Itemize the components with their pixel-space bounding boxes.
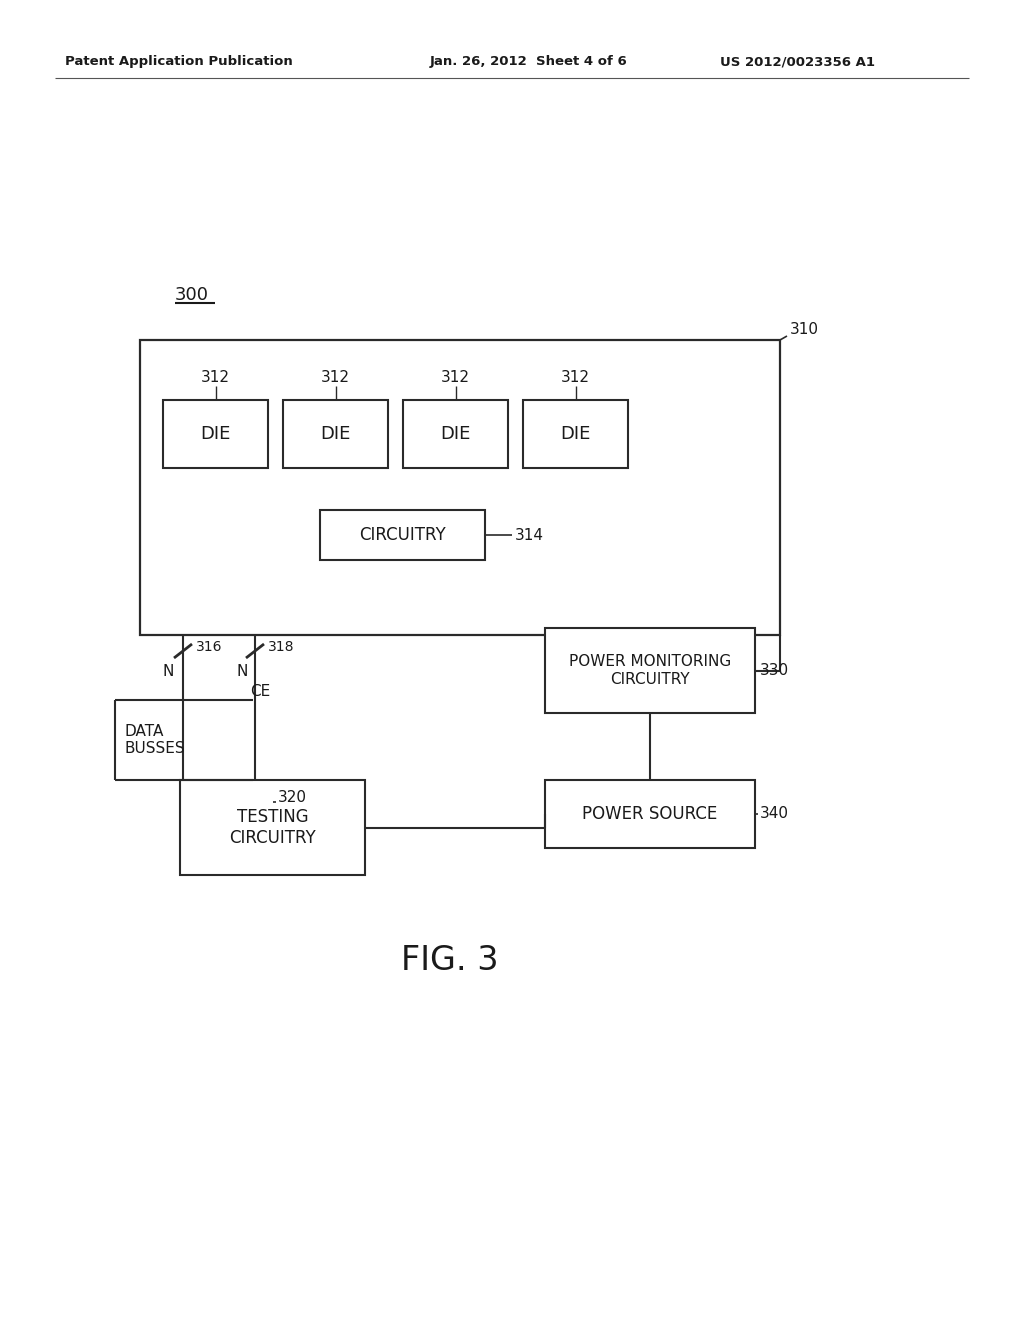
Text: US 2012/0023356 A1: US 2012/0023356 A1 — [720, 55, 874, 69]
Bar — [283, 400, 388, 469]
Text: DIE: DIE — [440, 425, 471, 444]
Text: 316: 316 — [196, 640, 222, 653]
Text: Patent Application Publication: Patent Application Publication — [65, 55, 293, 69]
Text: 312: 312 — [561, 371, 590, 385]
Text: 312: 312 — [441, 371, 470, 385]
Text: DIE: DIE — [560, 425, 591, 444]
Text: 330: 330 — [760, 663, 790, 678]
Text: 340: 340 — [760, 807, 790, 821]
Text: DATA
BUSSES: DATA BUSSES — [125, 723, 185, 756]
Text: POWER SOURCE: POWER SOURCE — [583, 805, 718, 822]
Bar — [523, 400, 628, 469]
Text: FIG. 3: FIG. 3 — [401, 944, 499, 977]
Text: 312: 312 — [321, 371, 350, 385]
Text: 312: 312 — [201, 371, 230, 385]
Text: CIRCUITRY: CIRCUITRY — [359, 525, 445, 544]
Text: DIE: DIE — [321, 425, 350, 444]
Text: 318: 318 — [268, 640, 295, 653]
Bar — [319, 510, 485, 560]
Text: 320: 320 — [278, 791, 306, 805]
Text: TESTING
CIRCUITRY: TESTING CIRCUITRY — [229, 808, 315, 847]
Text: 300: 300 — [175, 286, 209, 304]
Text: DIE: DIE — [201, 425, 230, 444]
Text: 314: 314 — [515, 528, 544, 543]
Text: Jan. 26, 2012  Sheet 4 of 6: Jan. 26, 2012 Sheet 4 of 6 — [430, 55, 628, 69]
Text: N: N — [163, 664, 174, 680]
Text: N: N — [237, 664, 249, 680]
Text: CE: CE — [250, 685, 270, 700]
Bar — [140, 341, 780, 635]
Bar — [163, 400, 268, 469]
Bar — [545, 780, 755, 847]
Bar — [403, 400, 508, 469]
Text: 310: 310 — [790, 322, 819, 338]
Bar — [545, 628, 755, 713]
Text: POWER MONITORING
CIRCUITRY: POWER MONITORING CIRCUITRY — [569, 655, 731, 686]
Bar — [180, 780, 365, 875]
